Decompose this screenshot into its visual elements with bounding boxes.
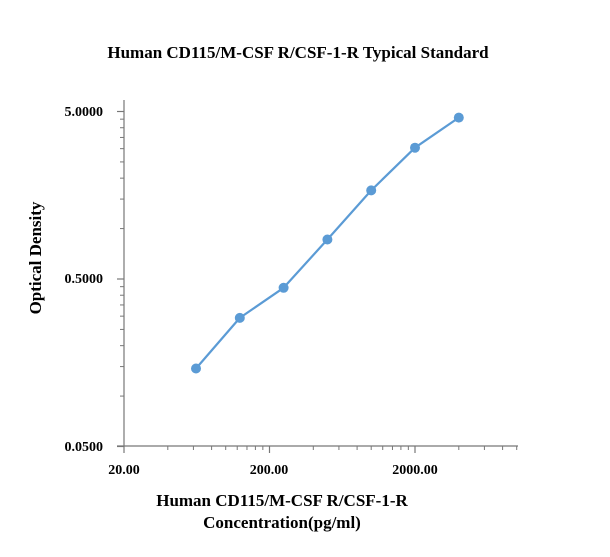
y-axis-label: Optical Density — [26, 201, 45, 314]
data-point — [453, 112, 464, 123]
data-point — [410, 142, 420, 153]
y-tick-label-0.05: 0.0500 — [65, 440, 104, 455]
x-ticks — [123, 446, 518, 453]
data-point — [234, 312, 245, 323]
y-ticks — [117, 110, 124, 448]
x-tick-label-200: 200.00 — [250, 463, 289, 478]
chart-title: Human CD115/M-CSF R/CSF-1-R Typical Stan… — [107, 43, 489, 62]
data-point — [278, 282, 289, 293]
y-tick-label-5: 5.0000 — [65, 105, 104, 120]
series-layer — [191, 112, 464, 374]
x-tick-label-20: 20.00 — [108, 463, 140, 478]
x-axis-label-line-1: Human CD115/M-CSF R/CSF-1-R — [156, 491, 408, 510]
data-point — [366, 185, 377, 196]
x-axis-label-line-2: Concentration(pg/ml) — [203, 513, 361, 532]
plot-area — [117, 100, 518, 453]
data-point — [322, 234, 333, 245]
y-tick-label-0.5: 0.5000 — [65, 272, 104, 287]
x-tick-label-2000: 2000.00 — [392, 463, 438, 478]
data-point — [191, 363, 201, 374]
